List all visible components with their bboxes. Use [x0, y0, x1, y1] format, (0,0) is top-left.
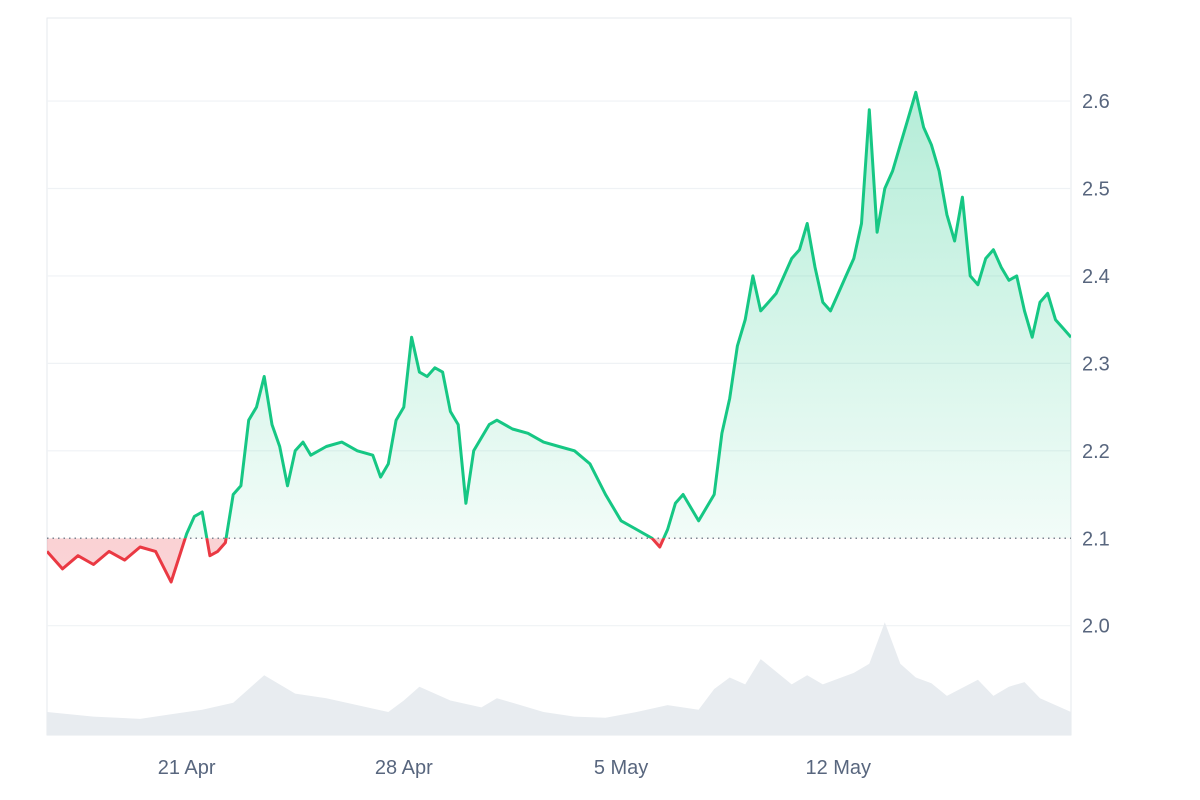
volume-area: [47, 622, 1071, 735]
volume-shape: [47, 622, 1071, 735]
x-tick-label: 12 May: [805, 757, 871, 779]
y-tick-label: 2.0: [1082, 616, 1110, 638]
x-tick-label: 21 Apr: [158, 757, 216, 779]
price-area: [47, 92, 1071, 582]
axes: 2.0 2.1 2.2 2.3 2.4 2.5 2.6 21 Apr 28 Apr 5 May 12…: [158, 91, 1110, 779]
y-tick-label: 2.3: [1082, 353, 1110, 375]
price-line-above: [183, 90, 1071, 539]
y-tick-label: 2.2: [1082, 441, 1110, 463]
y-tick-label: 2.5: [1082, 179, 1110, 201]
x-tick-label: 28 Apr: [375, 757, 433, 779]
price-area-above: [185, 92, 1071, 539]
y-tick-label: 2.6: [1082, 91, 1110, 113]
x-tick-label: 5 May: [594, 757, 648, 779]
y-tick-label: 2.1: [1082, 528, 1110, 550]
y-tick-label: 2.4: [1082, 266, 1110, 288]
price-area-below: [47, 538, 1071, 582]
price-line: [47, 90, 1071, 584]
